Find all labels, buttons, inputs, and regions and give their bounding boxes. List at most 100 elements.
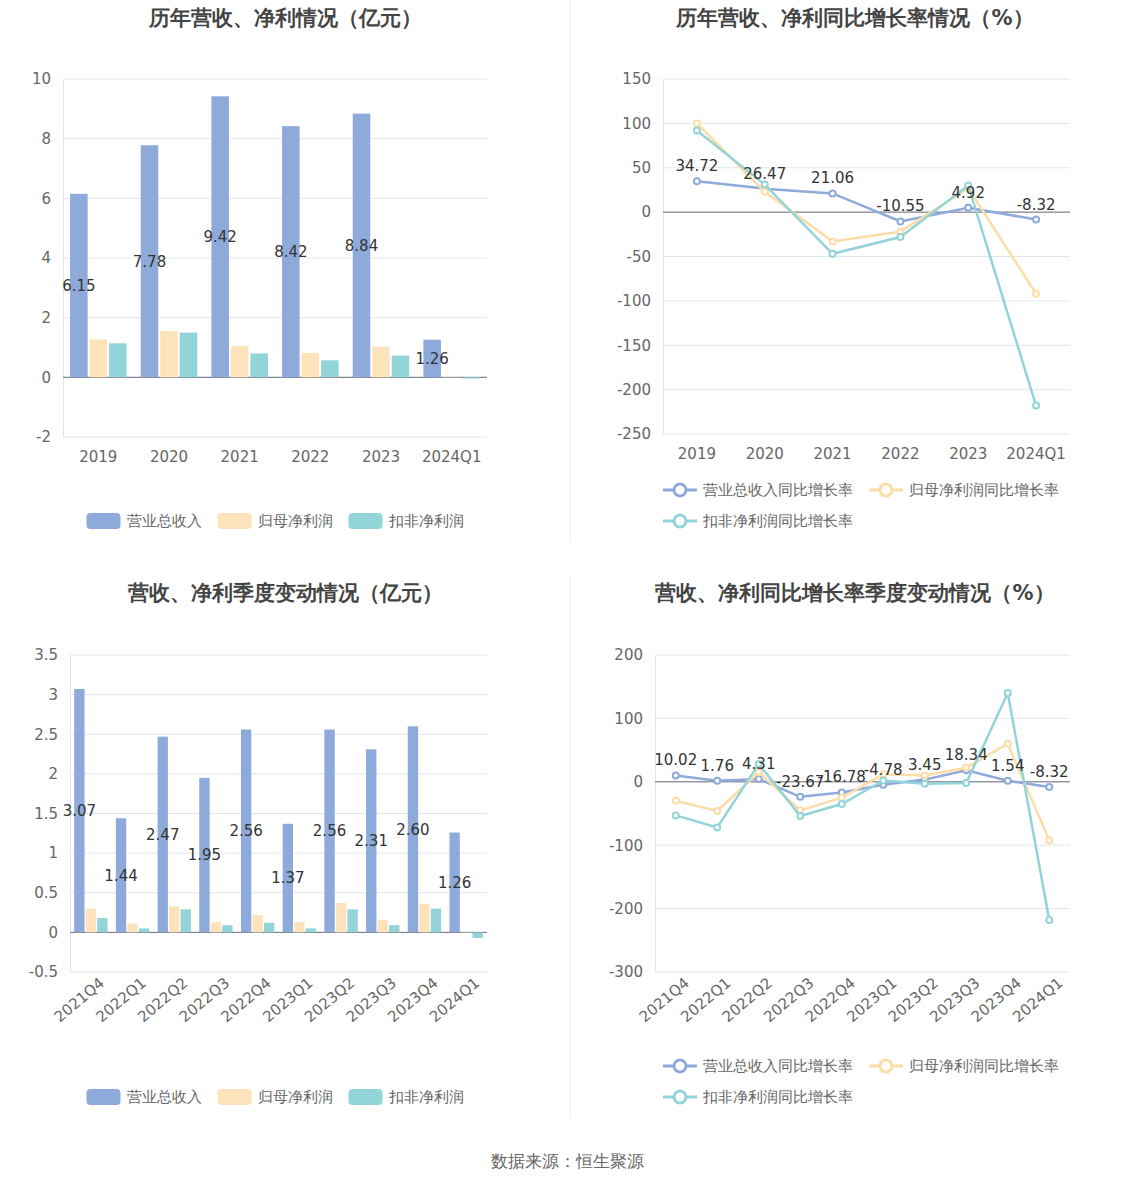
legend-label: 扣非净利润同比增长率	[702, 512, 853, 530]
data-labels: 6.157.789.428.428.841.26	[62, 228, 449, 368]
marker	[797, 813, 803, 819]
x-tick-label: 2021	[813, 445, 851, 463]
bar	[462, 377, 480, 378]
legend-item: 扣非净利润同比增长率	[663, 1088, 853, 1106]
y-tick-label: 200	[614, 646, 643, 664]
marker	[963, 765, 969, 771]
grid-line	[655, 718, 1070, 719]
markers	[694, 127, 1039, 408]
bar	[443, 377, 461, 378]
y-tick: 2.5	[34, 726, 70, 744]
marker	[673, 772, 679, 778]
y-tick-label: -100	[617, 292, 651, 310]
x-tick-label: 2022	[881, 445, 919, 463]
bar	[392, 356, 410, 378]
marker	[830, 190, 836, 196]
legend-label: 营业总收入同比增长率	[703, 1057, 853, 1075]
grid-line	[63, 437, 487, 438]
data-label: -10.55	[876, 197, 924, 215]
y-tick: 6	[41, 190, 63, 208]
legend-item: 扣非净利润	[349, 1088, 464, 1106]
marker	[839, 801, 845, 807]
bar	[302, 353, 320, 377]
marker	[714, 778, 720, 784]
legend-label: 归母净利润同比增长率	[909, 1057, 1059, 1075]
bar	[109, 343, 127, 377]
legend-swatch	[880, 1060, 892, 1072]
bar	[294, 922, 304, 932]
legend-swatch	[349, 1089, 383, 1105]
grid-line	[63, 317, 487, 318]
data-label: -8.32	[1030, 763, 1069, 781]
y-tick-label: -100	[609, 837, 643, 855]
page: 历年营收、净利情况（亿元）-20246810201920202021202220…	[0, 0, 1134, 1188]
x-tick: 2024Q1	[426, 974, 483, 1026]
y-tick: 0	[48, 924, 70, 942]
legend-item: 营业总收入同比增长率	[663, 481, 853, 499]
marker	[1046, 784, 1052, 790]
y-tick: 2	[41, 309, 63, 327]
legend-label: 扣非净利润同比增长率	[702, 1088, 853, 1106]
y-tick-label: 2	[41, 309, 51, 327]
data-label: 8.42	[274, 243, 307, 261]
x-tick: 2021	[813, 445, 851, 463]
y-tick-label: 3	[48, 686, 58, 704]
grid-line	[663, 212, 1070, 213]
y-tick-label: -300	[609, 963, 643, 981]
y-tick-label: 4	[41, 249, 51, 267]
legend: 营业总收入归母净利润扣非净利润	[87, 1088, 464, 1106]
marker	[714, 808, 720, 814]
legend-swatch	[674, 515, 686, 527]
grid-line	[663, 167, 1070, 168]
grid-line	[70, 813, 487, 814]
bar	[180, 333, 198, 378]
x-tick: 2023	[362, 448, 400, 466]
bar	[306, 928, 316, 932]
y-tick-label: 0.5	[34, 884, 58, 902]
data-label: 1.37	[271, 869, 304, 887]
legend-swatch	[218, 1089, 252, 1105]
y-tick-label: -150	[617, 337, 651, 355]
chart: 营收、净利季度变动情况（亿元）-0.500.511.522.533.52021Q…	[29, 581, 487, 1106]
bar	[461, 931, 471, 933]
bar	[431, 909, 441, 933]
marker	[756, 776, 762, 782]
grid-line	[663, 434, 1070, 435]
legend-item: 归母净利润同比增长率	[869, 1057, 1059, 1075]
data-label: 21.06	[811, 169, 854, 187]
data-label: 18.34	[945, 746, 988, 764]
legend-label: 扣非净利润	[388, 1088, 464, 1106]
legend-item: 营业总收入	[87, 512, 202, 530]
y-tick: -200	[617, 381, 663, 399]
baseline	[663, 212, 1070, 213]
marker	[965, 205, 971, 211]
data-label: 1.54	[991, 757, 1024, 775]
grid	[63, 79, 487, 437]
y-tick: 0	[633, 773, 655, 791]
legend-label: 归母净利润同比增长率	[909, 481, 1059, 499]
legend: 营业总收入归母净利润扣非净利润	[87, 512, 464, 530]
x-axis: 201920202021202220232024Q1	[678, 445, 1066, 463]
marks	[694, 120, 1039, 408]
marker	[839, 795, 845, 801]
y-axis: -250-200-150-100-50050100150	[617, 70, 664, 443]
title: 历年营收、净利情况（亿元）	[148, 6, 422, 30]
y-tick: -250	[617, 425, 663, 443]
markers	[673, 690, 1053, 923]
y-tick: -100	[617, 292, 663, 310]
bar	[90, 339, 108, 377]
y-tick-label: 3.5	[34, 646, 58, 664]
legend-item: 扣非净利润同比增长率	[663, 512, 853, 530]
marker	[1046, 837, 1052, 843]
x-tick: 2024Q1	[422, 448, 482, 466]
x-tick: 2019	[79, 448, 117, 466]
data-label: 3.45	[908, 756, 941, 774]
data-label: 8.84	[345, 237, 378, 255]
legend-swatch	[87, 1089, 121, 1105]
x-tick: 2020	[150, 448, 188, 466]
data-label: 34.72	[675, 157, 718, 175]
bar	[389, 925, 399, 932]
y-tick-label: 2	[48, 765, 58, 783]
data-label: 3.07	[63, 802, 96, 820]
bar	[86, 909, 96, 933]
